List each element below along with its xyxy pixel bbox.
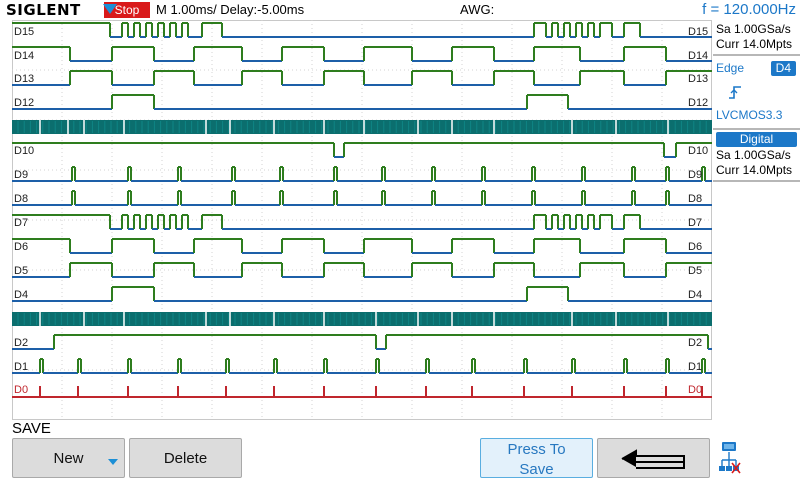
down-arrow-icon (108, 459, 118, 465)
channel-label-right-d2: D2 (688, 337, 703, 349)
channel-label-d12[interactable]: D12 (14, 97, 35, 109)
panel-divider (713, 180, 800, 182)
menu-title: SAVE (12, 420, 51, 437)
channel-label-right-d7: D7 (688, 217, 703, 229)
timebase-readout[interactable]: M 1.00ms/ Delay:-5.00ms (156, 2, 305, 17)
awg-readout: AWG: (460, 2, 495, 17)
channel-label-right-d4: D4 (688, 289, 703, 301)
bus-lane-upper (12, 120, 712, 134)
channel-label-right-d9: D9 (688, 169, 703, 181)
sample-rate: Sa 1.00GSa/s (716, 22, 791, 36)
rising-edge-icon (729, 86, 741, 99)
back-button[interactable] (597, 438, 710, 478)
current-points: Curr 14.0Mpts (716, 37, 793, 51)
panel-divider (713, 54, 800, 56)
channel-label-d13[interactable]: D13 (14, 73, 35, 85)
digital-current-points: Curr 14.0Mpts (716, 163, 793, 177)
digital-sample-rate: Sa 1.00GSa/s (716, 148, 791, 162)
channel-label-d6[interactable]: D6 (14, 241, 29, 253)
channel-label-right-d8: D8 (688, 193, 703, 205)
bus-lane-lower (12, 312, 712, 326)
trigger-info[interactable]: Edge D4 LVCMOS3.3 (713, 58, 800, 126)
press-to-save-button[interactable]: Press To Save (480, 438, 593, 478)
press-to-save-line2: Save (519, 461, 554, 478)
channel-label-d1[interactable]: D1 (14, 361, 29, 373)
channel-label-right-d14: D14 (688, 50, 709, 62)
panel-divider (713, 128, 800, 130)
channel-label-d8[interactable]: D8 (14, 193, 29, 205)
channel-label-d14[interactable]: D14 (14, 50, 35, 62)
new-button[interactable]: New (12, 438, 125, 478)
network-icon[interactable] (718, 440, 742, 476)
channel-label-d9[interactable]: D9 (14, 169, 29, 181)
channel-label-d15[interactable]: D15 (14, 26, 35, 38)
trigger-source-badge: D4 (770, 61, 796, 76)
channel-label-d10[interactable]: D10 (14, 145, 35, 157)
channel-label-d0[interactable]: D0 (14, 384, 29, 396)
delete-button[interactable]: Delete (129, 438, 242, 478)
delete-button-label: Delete (163, 450, 208, 467)
digital-section-title[interactable]: Digital (716, 132, 797, 147)
channel-label-right-d5: D5 (688, 265, 703, 277)
channel-label-right-d1: D1 (688, 361, 703, 373)
brand-logo: SIGLENT (6, 1, 81, 19)
info-side-panel: Sa 1.00GSa/s Curr 14.0Mpts Edge D4 LVCMO… (713, 20, 800, 420)
channel-label-right-d12: D12 (688, 97, 709, 109)
return-arrow-icon (621, 449, 685, 469)
waveform-display[interactable]: D15 D14 D13 D12 D10 D9 D8 D7 D6 D5 D4 D2… (12, 20, 712, 420)
channel-label-d5[interactable]: D5 (14, 265, 29, 277)
digital-traces (12, 22, 712, 398)
channel-label-right-d13: D13 (688, 73, 709, 85)
frequency-readout: f = 120.000Hz (702, 1, 796, 18)
channel-label-right-d0: D0 (688, 384, 703, 396)
trigger-position-marker-icon[interactable] (103, 4, 117, 14)
channel-label-d7[interactable]: D7 (14, 217, 29, 229)
new-button-label: New (53, 450, 84, 467)
channel-label-right-d15: D15 (688, 26, 709, 38)
trigger-logic-standard: LVCMOS3.3 (716, 108, 783, 122)
channel-label-right-d6: D6 (688, 241, 703, 253)
channel-label-d4[interactable]: D4 (14, 289, 29, 301)
channel-label-right-d10: D10 (688, 145, 709, 157)
channel-label-d2[interactable]: D2 (14, 337, 29, 349)
top-status-bar: SIGLENT Stop M 1.00ms/ Delay:-5.00ms AWG… (0, 0, 800, 20)
trigger-type: Edge (716, 61, 745, 75)
press-to-save-line1: Press To (507, 441, 566, 458)
